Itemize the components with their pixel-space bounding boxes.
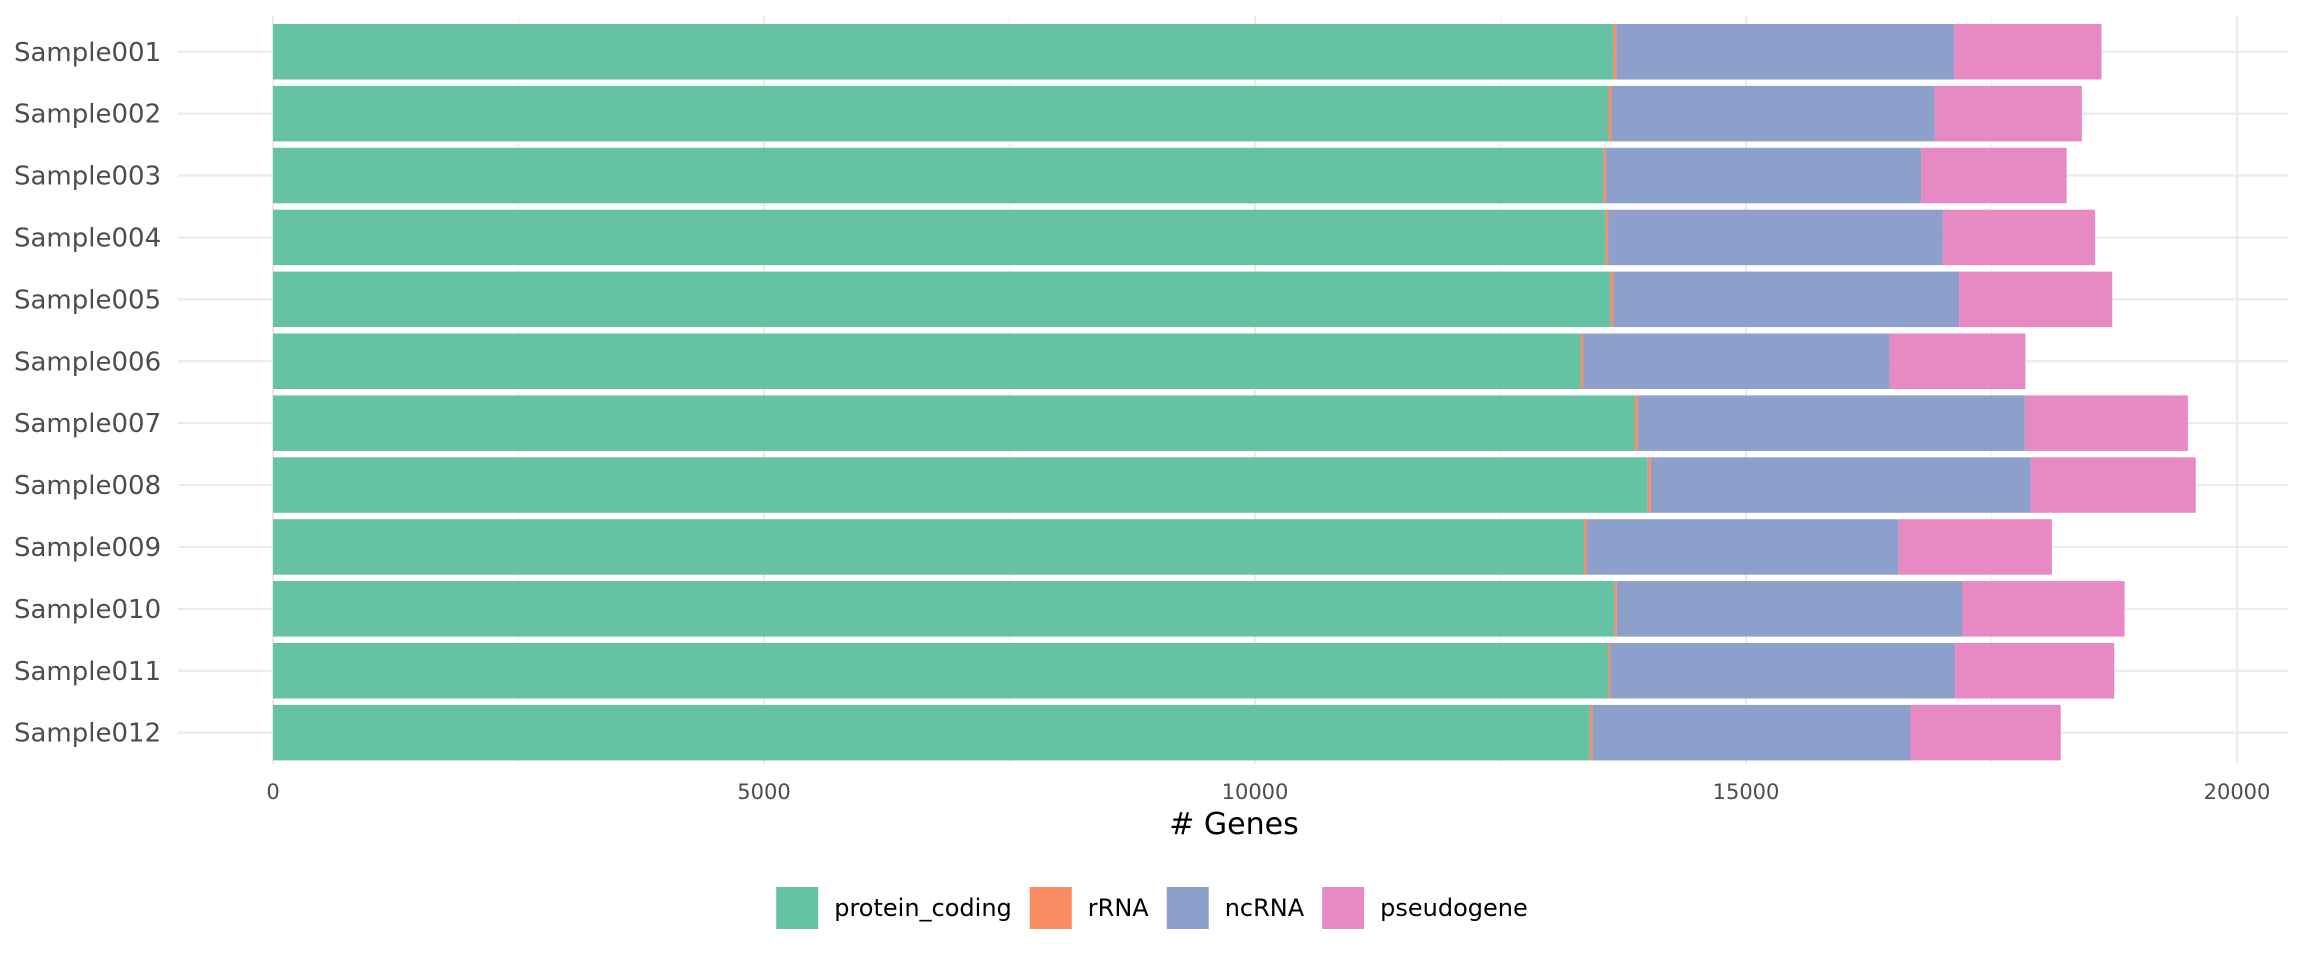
bar-ncRNA-Sample009 <box>1586 519 1899 575</box>
bar-rRNA-Sample007 <box>1635 395 1638 451</box>
y-tick-label-Sample003: Sample003 <box>14 162 161 192</box>
bar-protein_coding-Sample008 <box>273 457 1648 513</box>
bar-protein_coding-Sample006 <box>273 333 1582 389</box>
bar-protein_coding-Sample012 <box>273 704 1590 761</box>
y-tick-label-Sample001: Sample001 <box>14 38 161 68</box>
bar-pseudogene-Sample011 <box>1955 643 2115 699</box>
bar-pseudogene-Sample010 <box>1962 581 2125 637</box>
x-tick-label-4: 20000 <box>2204 780 2271 804</box>
bar-pseudogene-Sample003 <box>1921 147 2067 204</box>
bar-ncRNA-Sample010 <box>1616 581 1963 637</box>
bar-protein_coding-Sample011 <box>273 643 1609 699</box>
legend-label-rRNA: rRNA <box>1088 894 1149 922</box>
x-tick-label-2: 10000 <box>1222 780 1289 804</box>
legend: protein_coding rRNA ncRNA pseudogene <box>776 887 1528 929</box>
bar-ncRNA-Sample002 <box>1611 85 1935 142</box>
bar-pseudogene-Sample006 <box>1889 333 2026 389</box>
bar-pseudogene-Sample002 <box>1934 85 2082 142</box>
y-tick-label-Sample012: Sample012 <box>14 719 161 749</box>
y-tick-label-Sample007: Sample007 <box>14 409 161 439</box>
legend-swatch-protein_coding <box>776 887 819 929</box>
legend-item-pseudogene: pseudogene <box>1322 887 1528 929</box>
x-axis-title: # Genes <box>1169 807 1298 842</box>
bar-pseudogene-Sample005 <box>1959 271 2113 328</box>
legend-item-ncRNA: ncRNA <box>1166 887 1305 929</box>
bar-ncRNA-Sample006 <box>1583 333 1890 389</box>
y-tick-label-Sample006: Sample006 <box>14 347 161 377</box>
y-tick-label-Sample010: Sample010 <box>14 595 161 625</box>
legend-item-rRNA: rRNA <box>1029 887 1149 929</box>
bar-protein_coding-Sample007 <box>273 395 1636 451</box>
legend-label-protein_coding: protein_coding <box>834 894 1012 922</box>
bar-ncRNA-Sample004 <box>1608 209 1943 266</box>
bar-ncRNA-Sample005 <box>1613 271 1960 328</box>
bar-ncRNA-Sample008 <box>1650 457 2031 513</box>
legend-swatch-rRNA <box>1029 887 1072 929</box>
bar-protein_coding-Sample005 <box>273 271 1611 328</box>
bar-pseudogene-Sample009 <box>1898 519 2052 575</box>
bar-pseudogene-Sample008 <box>2030 457 2196 513</box>
bar-rRNA-Sample005 <box>1610 271 1614 328</box>
y-tick-labels: Sample001 Sample002 Sample003 Sample004 Samp… <box>14 38 161 749</box>
bar-rRNA-Sample011 <box>1608 643 1611 699</box>
bar-protein_coding-Sample001 <box>273 24 1614 80</box>
y-tick-label-Sample011: Sample011 <box>14 657 161 687</box>
bar-rRNA-Sample010 <box>1614 581 1617 637</box>
y-tick-label-Sample009: Sample009 <box>14 533 161 563</box>
bar-ncRNA-Sample011 <box>1610 643 1956 699</box>
bar-ncRNA-Sample012 <box>1592 704 1911 761</box>
bar-protein_coding-Sample003 <box>273 147 1604 204</box>
y-tick-label-Sample008: Sample008 <box>14 471 161 501</box>
bar-ncRNA-Sample003 <box>1606 147 1922 204</box>
bars-layer <box>273 24 2196 761</box>
bar-pseudogene-Sample012 <box>1910 704 2061 761</box>
bar-pseudogene-Sample004 <box>1942 209 2096 266</box>
bar-protein_coding-Sample004 <box>273 209 1606 266</box>
legend-swatch-ncRNA <box>1166 887 1209 929</box>
y-tick-label-Sample005: Sample005 <box>14 285 161 315</box>
bar-pseudogene-Sample001 <box>1954 24 2102 80</box>
bar-ncRNA-Sample001 <box>1616 24 1955 80</box>
bar-rRNA-Sample006 <box>1581 333 1584 389</box>
bar-rRNA-Sample004 <box>1605 209 1609 266</box>
x-tick-label-1: 5000 <box>737 780 790 804</box>
bar-rRNA-Sample002 <box>1608 85 1612 142</box>
bar-rRNA-Sample009 <box>1583 519 1587 575</box>
x-tick-label-0: 0 <box>266 780 279 804</box>
bar-rRNA-Sample001 <box>1613 24 1617 80</box>
legend-label-ncRNA: ncRNA <box>1225 894 1305 922</box>
legend-label-pseudogene: pseudogene <box>1380 894 1528 922</box>
bar-rRNA-Sample012 <box>1589 704 1593 761</box>
legend-item-protein_coding: protein_coding <box>776 887 1012 929</box>
x-tick-label-3: 15000 <box>1713 780 1780 804</box>
bar-rRNA-Sample008 <box>1647 457 1651 513</box>
bar-rRNA-Sample003 <box>1603 147 1607 204</box>
bar-protein_coding-Sample010 <box>273 581 1615 637</box>
y-tick-label-Sample002: Sample002 <box>14 100 161 130</box>
bar-pseudogene-Sample007 <box>2024 395 2188 451</box>
bar-protein_coding-Sample009 <box>273 519 1584 575</box>
bar-protein_coding-Sample002 <box>273 85 1609 142</box>
bar-ncRNA-Sample007 <box>1637 395 2025 451</box>
legend-swatch-pseudogene <box>1322 887 1365 929</box>
x-tick-labels: 0 5000 10000 15000 20000 <box>266 780 2270 804</box>
y-tick-label-Sample004: Sample004 <box>14 223 161 253</box>
